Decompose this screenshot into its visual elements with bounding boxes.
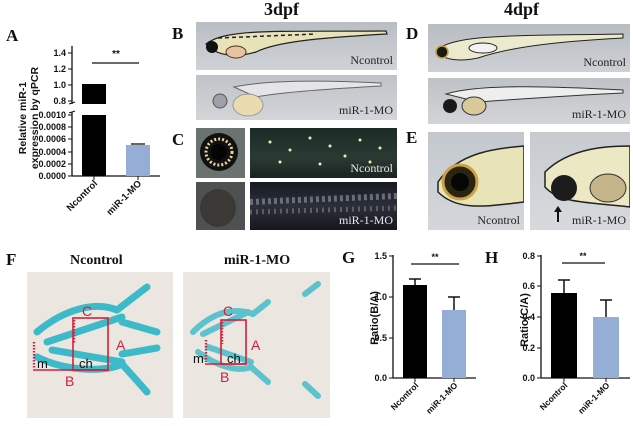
chart-a: Relative miR-1 expression by qPCR 1.4 1.… [17,46,160,218]
caption-d-ncontrol: Ncontrol [583,55,626,69]
image-f-ncontrol: C A B m ch [27,272,173,418]
image-d-ncontrol: Ncontrol [428,24,630,72]
chart-a-ytick: 0.0004 [38,147,66,157]
image-e-ncontrol: Ncontrol [428,132,524,230]
caption-e-mir1mo: miR-1-MO [572,213,626,227]
chart-a-bar-ncontrol [82,84,106,104]
chart-a-xtick-ncontrol: Ncontrol [65,178,100,213]
panel-label-c: C [172,130,185,149]
chart-h: Ratio(C/A) 0.0 0.2 0.4 0.6 0.8 ** Ncontr… [519,251,630,416]
larva-mir1mo-icon [212,80,382,117]
label-f-c: C [223,303,233,319]
label-f-m: m [193,351,204,366]
image-c-eye-mir1mo [196,182,245,230]
header-3dpf: 3dpf [264,0,300,19]
caption-d-mir1mo: miR-1-MO [572,107,626,121]
chart-a-ytick: 0.0010 [38,110,66,120]
chart-a-ytick: 0.0000 [38,171,66,181]
panel-label-e: E [406,128,418,147]
label-f-c: C [82,303,92,319]
image-d-mir1mo: miR-1-MO [428,78,630,124]
chart-g-bar-mir1mo [442,310,466,378]
chart-a-bar-ncontrol-lower [82,115,106,176]
chart-a-bar-mir1mo [126,145,150,176]
larva-ncontrol-icon [205,30,388,59]
chart-a-ytick: 1.4 [53,48,66,58]
chart-a-ytick: 0.0006 [38,134,66,144]
chart-g-significance: ** [431,252,439,262]
caption-b-ncontrol: Ncontrol [350,53,393,67]
chart-g: Ratio(B/A) 0.0 0.5 1.0 1.5 ** Ncontrol m… [369,251,476,416]
image-c-trunk-mir1mo: miR-1-MO [250,182,397,230]
header-4dpf: 4dpf [504,0,540,19]
panel-label-a: A [6,26,19,45]
chart-h-bar-mir1mo [593,317,619,378]
chart-a-ylabel-line2: expression by qPCR [29,67,41,170]
title-f-ncontrol: Ncontrol [70,253,123,268]
label-f-ch: ch [227,351,241,366]
caption-b-mir1mo: miR-1-MO [339,103,393,117]
chart-g-xtick-ncontrol: Ncontrol [389,380,421,412]
chart-a-ytick: 0.0008 [38,122,66,132]
caption-c-mir1mo: miR-1-MO [339,213,393,227]
image-c-trunk-ncontrol: Ncontrol [250,128,397,178]
label-f-a: A [116,337,126,353]
image-f-mir1mo: C A B m ch [183,272,330,418]
title-f-mir1mo: miR-1-MO [224,253,291,268]
chart-g-bar-ncontrol [403,285,427,378]
caption-c-ncontrol: Ncontrol [350,161,393,175]
chart-a-xtick-mir1mo: miR-1-MO [105,178,145,218]
chart-g-ylabel: Ratio(B/A) [369,291,381,345]
label-f-ch: ch [79,356,93,371]
image-c-eye-ncontrol [196,128,245,178]
chart-h-ytick: 0.0 [522,373,535,383]
chart-h-bar-ncontrol [551,293,577,378]
chart-g-xtick-mir1mo: miR-1-MO [424,380,460,416]
panel-label-b: B [172,24,184,43]
chart-a-significance: ** [112,49,120,60]
chart-g-ytick: 0.0 [374,373,387,383]
chart-h-significance: ** [579,251,587,261]
chart-h-ytick: 0.8 [522,251,535,261]
chart-h-ytick: 0.6 [522,281,535,291]
chart-g-ytick: 1.5 [374,251,387,261]
chart-h-ytick: 0.4 [522,312,535,322]
chart-h-xtick-mir1mo: miR-1-MO [576,380,612,416]
chart-g-ytick: 0.5 [374,333,387,343]
label-f-m: m [37,356,48,371]
image-e-mir1mo: miR-1-MO [530,132,630,230]
panel-label-f: F [6,250,17,269]
panel-label-d: D [406,24,419,43]
chart-a-ytick: 0.8 [53,96,66,106]
chart-a-ytick: 0.0002 [38,159,66,169]
chart-a-ytick: 1.2 [53,64,66,74]
image-b-ncontrol: Ncontrol [196,22,397,70]
panel-label-h: H [485,248,499,267]
arrow-up-icon [554,206,562,222]
chart-h-xtick-ncontrol: Ncontrol [538,380,570,412]
label-f-a: A [251,337,261,353]
label-f-b: B [65,373,74,389]
chart-g-ytick: 1.0 [374,292,387,302]
panel-label-g: G [342,248,356,267]
chart-a-ytick: 1.0 [53,80,66,90]
chart-a-ylabel-line1: Relative miR-1 [17,82,29,155]
image-b-mir1mo: miR-1-MO [196,75,397,120]
chart-h-ytick: 0.2 [522,343,535,353]
label-f-b: B [220,369,229,385]
chart-h-ylabel: Ratio(C/A) [519,293,531,347]
caption-e-ncontrol: Ncontrol [477,213,520,227]
